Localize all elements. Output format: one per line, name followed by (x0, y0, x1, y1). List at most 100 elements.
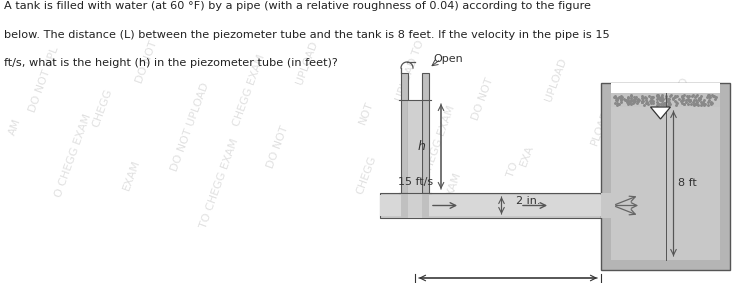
Point (690, 101, 702, 105)
Point (652, 93, 664, 97)
Point (610, 97, 622, 102)
Point (656, 99, 668, 103)
Point (657, 101, 669, 106)
Point (625, 98, 637, 102)
Point (689, 102, 701, 107)
Point (671, 94, 682, 98)
Point (624, 93, 636, 98)
Point (670, 94, 681, 98)
Point (678, 102, 690, 106)
Text: UPLOAD: UPLOAD (544, 56, 569, 102)
Point (636, 100, 648, 104)
Point (658, 101, 670, 106)
Point (684, 99, 696, 103)
Point (612, 98, 624, 102)
Point (706, 100, 717, 105)
Point (692, 103, 703, 107)
Text: A tank is filled with water (at 60 °F) by a pipe (with a relative roughness of 0: A tank is filled with water (at 60 °F) b… (4, 1, 591, 11)
Point (646, 101, 657, 106)
Point (608, 95, 620, 100)
Bar (380, 195, 605, 216)
Point (621, 95, 633, 99)
Text: EXAM: EXAM (122, 159, 142, 192)
Point (710, 95, 722, 99)
Point (669, 95, 681, 99)
Point (702, 93, 714, 97)
Point (684, 98, 696, 102)
Point (654, 97, 666, 101)
Point (702, 102, 714, 107)
Point (677, 98, 689, 102)
Point (647, 94, 659, 99)
Point (695, 94, 707, 98)
Point (698, 101, 710, 106)
Point (691, 99, 703, 104)
Point (651, 100, 662, 104)
Point (663, 102, 675, 106)
Text: below. The distance (L) between the piezometer tube and the tank is 8 feet. If t: below. The distance (L) between the piez… (4, 30, 609, 40)
Point (704, 95, 716, 100)
Point (625, 101, 637, 106)
Point (632, 97, 643, 101)
Point (702, 94, 714, 98)
Point (640, 98, 652, 102)
Point (653, 95, 665, 100)
Point (695, 103, 707, 107)
Point (664, 100, 676, 104)
Text: UPLOAD TO: UPLOAD TO (395, 39, 425, 103)
Bar (408, 100, 422, 218)
Point (698, 100, 709, 105)
Point (645, 96, 657, 100)
Point (687, 94, 698, 98)
Point (613, 102, 625, 107)
Point (664, 94, 676, 98)
Text: TO: TO (505, 161, 520, 179)
Point (695, 99, 706, 104)
Text: CHEGG: CHEGG (354, 155, 378, 196)
Point (662, 99, 673, 104)
Text: DO NOT: DO NOT (471, 76, 496, 122)
Point (651, 102, 662, 107)
Point (637, 100, 649, 104)
Point (660, 93, 671, 98)
Point (646, 98, 657, 103)
Point (676, 94, 687, 98)
Point (654, 97, 666, 102)
Point (706, 93, 718, 97)
Point (613, 102, 624, 107)
Point (639, 95, 651, 100)
Point (642, 102, 654, 106)
Text: AM: AM (7, 117, 22, 137)
Point (693, 96, 705, 100)
Point (676, 98, 688, 102)
Point (698, 97, 710, 102)
Bar (401, 73, 408, 193)
Point (646, 95, 657, 99)
Point (696, 101, 708, 105)
Point (647, 98, 659, 103)
Text: DO NOT UPL: DO NOT UPL (27, 45, 61, 113)
Point (709, 93, 720, 98)
Point (655, 102, 667, 106)
Point (625, 96, 637, 100)
Bar (380, 193, 605, 218)
Text: TO: TO (637, 166, 651, 185)
Point (701, 95, 713, 100)
Point (654, 96, 666, 100)
Point (689, 95, 701, 100)
Point (645, 98, 657, 102)
Point (613, 94, 624, 99)
Point (700, 102, 712, 106)
Point (690, 101, 702, 106)
Point (709, 97, 720, 101)
Point (610, 95, 622, 100)
Point (616, 96, 627, 100)
Text: DO NOT UPLOAD: DO NOT UPLOAD (170, 82, 211, 173)
Text: 15 ft/s: 15 ft/s (398, 177, 433, 187)
Bar (611, 107, 720, 260)
Point (609, 101, 621, 106)
Point (676, 101, 688, 106)
Point (626, 99, 638, 104)
Point (691, 93, 703, 98)
Point (660, 96, 671, 100)
